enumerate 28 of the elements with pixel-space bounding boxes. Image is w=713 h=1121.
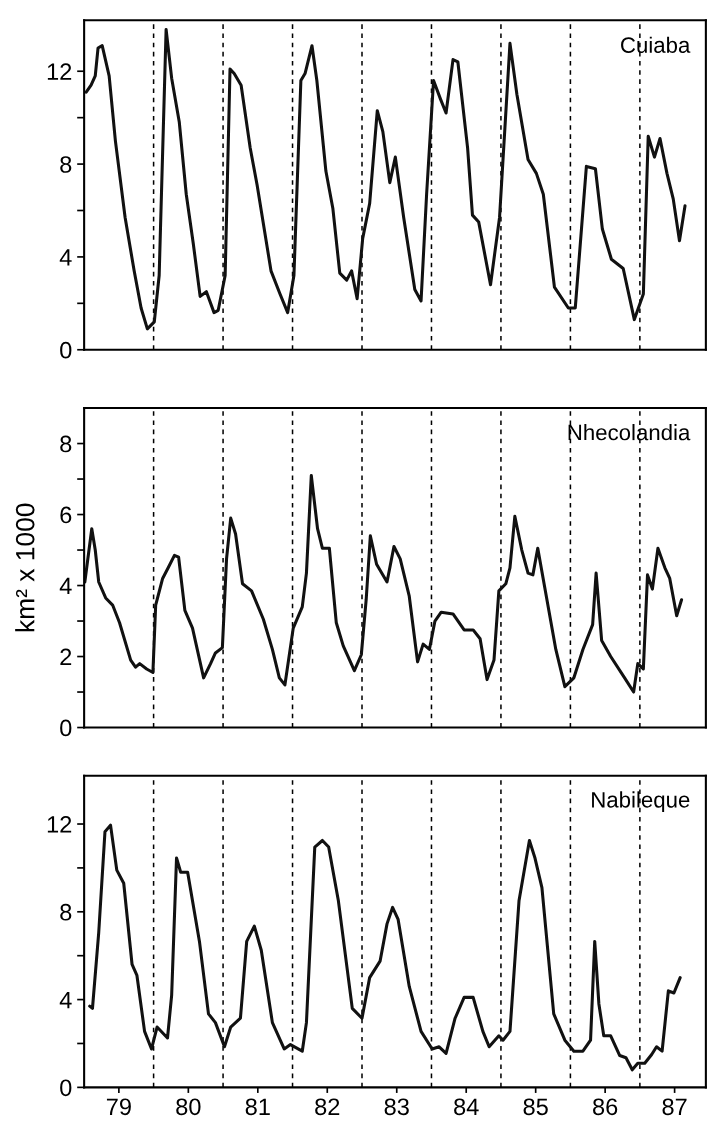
y-tick-label: 4	[59, 249, 72, 266]
x-tick-label: 86	[593, 1098, 618, 1116]
x-tick-label: 87	[662, 1098, 687, 1116]
line-series	[88, 823, 682, 1072]
line-series	[84, 473, 684, 694]
x-tick-label: 85	[523, 1098, 548, 1116]
y-tick-label: 6	[60, 506, 72, 524]
y-tick-label: 0	[60, 719, 72, 737]
y-tick-label: 0	[60, 1079, 72, 1097]
x-tick-label: 83	[384, 1098, 409, 1116]
y-tick-label: 12	[47, 63, 72, 80]
x-tick-label: 84	[454, 1098, 479, 1116]
x-tick-label: 82	[315, 1098, 340, 1116]
x-tick-label: 80	[176, 1098, 201, 1116]
y-tick-label: 8	[60, 903, 72, 921]
text: Nhecolandia	[568, 424, 691, 441]
y-tick-label: 4	[59, 991, 72, 1009]
x-tick-label: 79	[106, 1098, 131, 1116]
y-tick-label: 0	[60, 341, 72, 359]
x-tick-label: 81	[245, 1098, 270, 1116]
y-tick-label: 12	[47, 816, 72, 833]
y-axis-title: km² x 1000	[15, 503, 35, 632]
y-tick-label: 4	[59, 577, 72, 595]
text: Cuiaba	[621, 36, 691, 53]
y-tick-label: 8	[60, 156, 72, 173]
y-tick-label: 8	[60, 435, 72, 453]
y-tick-label: 2	[60, 648, 72, 666]
text: Nabileque	[592, 791, 690, 813]
